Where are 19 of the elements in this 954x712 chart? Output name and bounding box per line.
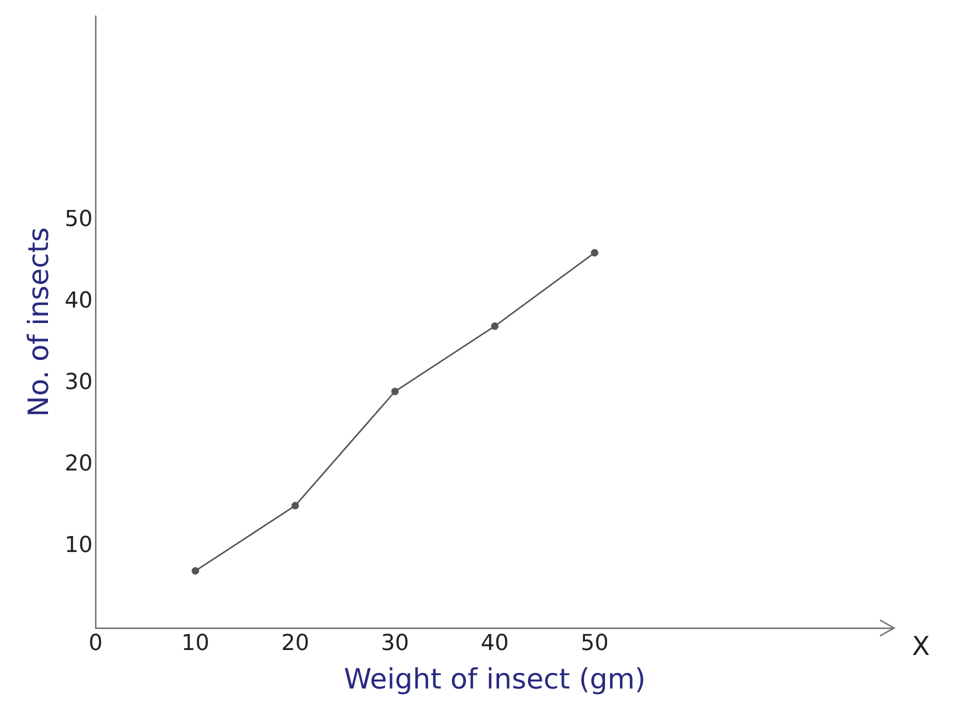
point	[491, 322, 499, 330]
point	[391, 388, 399, 396]
x-axis-title: Weight of insect (gm)	[344, 662, 646, 696]
y-axis-title: No. of insects	[22, 227, 56, 417]
y-tick-label: 20	[64, 452, 93, 477]
y-tick-label: 50	[64, 206, 93, 232]
point	[291, 502, 299, 510]
point	[192, 567, 200, 575]
x-tick-label: 10	[181, 630, 210, 656]
point	[590, 249, 598, 257]
x-tick-label: 0	[88, 630, 103, 656]
x-tick-label: 30	[380, 630, 409, 656]
x-tick-label: 40	[480, 630, 509, 656]
y-tick-label: 40	[64, 288, 93, 314]
y-tick-label: 10	[64, 533, 93, 558]
text: X	[912, 632, 930, 662]
x-tick-label: 20	[281, 630, 310, 656]
x-tick-label: 50	[580, 630, 609, 656]
y-tick-label: 30	[64, 370, 93, 395]
